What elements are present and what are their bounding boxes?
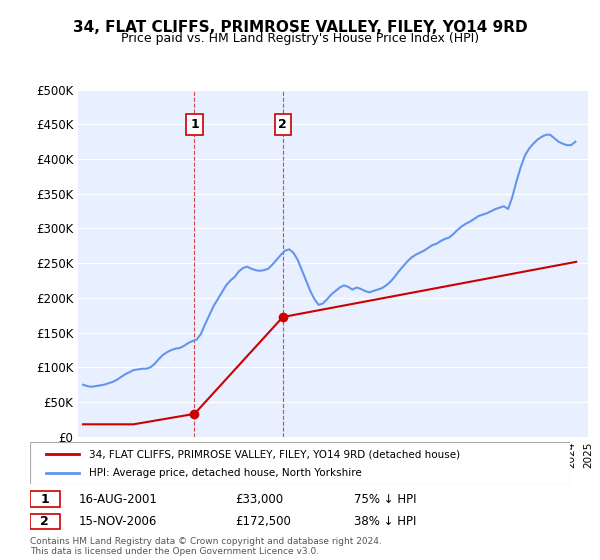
Text: 34, FLAT CLIFFS, PRIMROSE VALLEY, FILEY, YO14 9RD: 34, FLAT CLIFFS, PRIMROSE VALLEY, FILEY,… <box>73 20 527 35</box>
Text: 16-AUG-2001: 16-AUG-2001 <box>79 493 157 506</box>
Text: Contains HM Land Registry data © Crown copyright and database right 2024.
This d: Contains HM Land Registry data © Crown c… <box>30 537 382 557</box>
Text: HPI: Average price, detached house, North Yorkshire: HPI: Average price, detached house, Nort… <box>89 468 362 478</box>
Text: 38% ↓ HPI: 38% ↓ HPI <box>354 515 416 528</box>
FancyBboxPatch shape <box>30 492 60 507</box>
Text: Price paid vs. HM Land Registry's House Price Index (HPI): Price paid vs. HM Land Registry's House … <box>121 32 479 45</box>
Text: 2: 2 <box>40 515 49 528</box>
Text: 75% ↓ HPI: 75% ↓ HPI <box>354 493 416 506</box>
Text: 1: 1 <box>40 493 49 506</box>
Text: £172,500: £172,500 <box>235 515 291 528</box>
Text: £33,000: £33,000 <box>235 493 283 506</box>
FancyBboxPatch shape <box>30 442 570 484</box>
Text: 2: 2 <box>278 118 287 131</box>
Text: 1: 1 <box>190 118 199 131</box>
Text: 15-NOV-2006: 15-NOV-2006 <box>79 515 157 528</box>
FancyBboxPatch shape <box>30 514 60 529</box>
Text: 34, FLAT CLIFFS, PRIMROSE VALLEY, FILEY, YO14 9RD (detached house): 34, FLAT CLIFFS, PRIMROSE VALLEY, FILEY,… <box>89 449 461 459</box>
